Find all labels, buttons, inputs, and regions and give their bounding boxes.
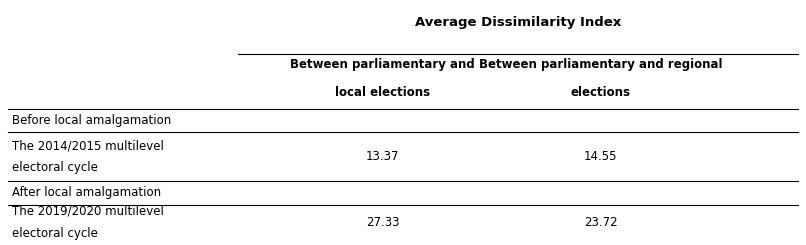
- Text: Average Dissimilarity Index: Average Dissimilarity Index: [415, 15, 621, 29]
- Text: The 2019/2020 multilevel: The 2019/2020 multilevel: [12, 205, 164, 218]
- Text: 13.37: 13.37: [366, 150, 400, 163]
- Text: 27.33: 27.33: [366, 216, 400, 229]
- Text: 23.72: 23.72: [584, 216, 617, 229]
- Text: local elections: local elections: [335, 86, 430, 99]
- Text: Between parliamentary and: Between parliamentary and: [290, 58, 476, 71]
- Text: Between parliamentary and regional: Between parliamentary and regional: [479, 58, 722, 71]
- Text: electoral cycle: electoral cycle: [12, 227, 98, 240]
- Text: Before local amalgamation: Before local amalgamation: [12, 114, 172, 127]
- Text: After local amalgamation: After local amalgamation: [12, 186, 161, 199]
- Text: electoral cycle: electoral cycle: [12, 161, 98, 174]
- Text: The 2014/2015 multilevel: The 2014/2015 multilevel: [12, 139, 164, 152]
- Text: 14.55: 14.55: [584, 150, 617, 163]
- Text: elections: elections: [571, 86, 630, 99]
